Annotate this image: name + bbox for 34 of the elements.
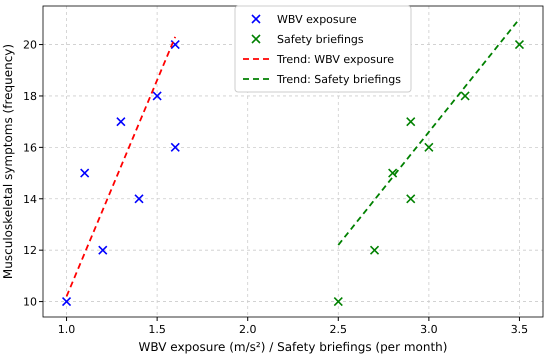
point [424,142,434,152]
y-axis-title: Musculoskeletal symptoms (frequency) [1,44,15,280]
x-tick-label: 3.0 [420,323,438,336]
point [170,40,180,50]
point [388,168,398,178]
legend-label: WBV exposure [277,13,357,26]
x-tick-label: 2.0 [238,323,256,336]
point [514,40,524,50]
point [116,116,126,126]
y-tick-label: 16 [23,141,37,154]
point [170,142,180,152]
x-axis-title: WBV exposure (m/s²) / Safety briefings (per month) [138,340,448,354]
legend-label: Trend: Safety briefings [276,73,402,86]
y-tick-label: 12 [23,244,37,258]
x-tick-label: 1.0 [58,323,76,336]
y-tick-label: 18 [23,90,37,103]
point [134,194,144,204]
y-tick-label: 14 [23,192,37,206]
point [80,168,90,178]
legend-label: Safety briefings [277,33,364,46]
y-tick-label: 10 [23,296,37,309]
x-tick-label: 1.5 [148,323,166,336]
legend-label: Trend: WBV exposure [276,53,394,66]
y-tick-label: 20 [23,38,37,52]
point [406,116,416,126]
point [98,245,108,255]
point [333,296,344,306]
point [152,91,162,101]
x-tick-label: 3.5 [510,323,528,336]
x-tick-label: 2.5 [330,323,348,336]
point [460,91,470,101]
point [62,296,72,306]
point [406,194,416,204]
point [370,245,380,255]
